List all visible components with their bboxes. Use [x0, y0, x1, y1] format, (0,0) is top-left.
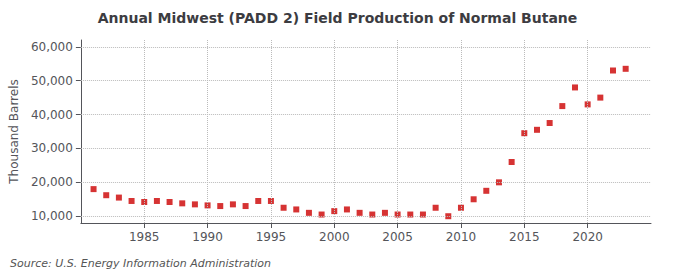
svg-text:2000: 2000	[319, 230, 350, 244]
svg-text:1995: 1995	[256, 230, 287, 244]
svg-text:10,000: 10,000	[31, 209, 73, 223]
svg-text:Annual Midwest (PADD 2) Field: Annual Midwest (PADD 2) Field Production…	[98, 10, 578, 26]
svg-text:60,000: 60,000	[31, 40, 73, 54]
svg-text:1985: 1985	[129, 230, 160, 244]
svg-text:2015: 2015	[509, 230, 540, 244]
svg-text:20,000: 20,000	[31, 175, 73, 189]
svg-text:2020: 2020	[572, 230, 603, 244]
svg-text:Source: U.S. Energy Informatio: Source: U.S. Energy Information Administ…	[10, 257, 271, 270]
svg-text:40,000: 40,000	[31, 108, 73, 122]
svg-text:Thousand Barrels: Thousand Barrels	[7, 79, 21, 184]
svg-text:30,000: 30,000	[31, 141, 73, 155]
svg-text:50,000: 50,000	[31, 74, 73, 88]
svg-text:1990: 1990	[192, 230, 223, 244]
svg-text:2010: 2010	[446, 230, 477, 244]
svg-text:2005: 2005	[382, 230, 413, 244]
